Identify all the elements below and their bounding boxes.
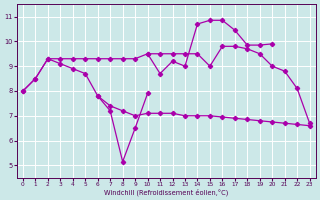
X-axis label: Windchill (Refroidissement éolien,°C): Windchill (Refroidissement éolien,°C) <box>104 188 228 196</box>
